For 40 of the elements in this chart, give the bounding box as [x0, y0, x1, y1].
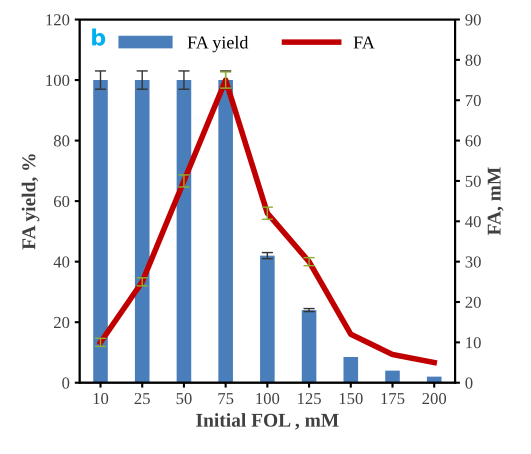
- x-tick-label: 200: [422, 392, 446, 404]
- bar: [134, 80, 150, 383]
- bar: [176, 80, 192, 383]
- y2-tick-label: 0: [465, 377, 472, 389]
- y2-tick-label: 70: [466, 94, 481, 106]
- legend-label: FA yield: [188, 36, 248, 52]
- y-tick-label: 100: [46, 74, 70, 86]
- x-tick-label: 25: [134, 392, 150, 404]
- y2-tick-label: 50: [466, 176, 481, 187]
- x-tick-label: 100: [256, 392, 280, 404]
- annotation: b: [92, 28, 106, 46]
- y2-axis-title: FA, mM: [488, 167, 504, 236]
- x-axis-title: Initial FOL , mM: [196, 413, 339, 430]
- bar: [385, 370, 400, 383]
- y2-tick-label: 80: [465, 54, 481, 66]
- y2-tick-label: 40: [465, 216, 481, 228]
- y-tick-label: 20: [54, 316, 70, 328]
- y-tick-label: 120: [46, 14, 70, 26]
- y-tick-label: 40: [54, 256, 70, 268]
- x-tick-label: 125: [298, 392, 321, 404]
- y2-tick-label: 10: [466, 337, 481, 348]
- bar: [260, 256, 275, 383]
- y2-tick-label: 20: [466, 296, 481, 308]
- y2-tick-label: 60: [466, 135, 481, 147]
- x-tick-label: 10: [94, 392, 108, 404]
- y2-tick-label: 30: [466, 256, 481, 268]
- y2-tick-label: 90: [465, 14, 481, 26]
- x-tick-label: 50: [176, 392, 192, 404]
- y-axis-title: FA yield, %: [22, 154, 40, 250]
- bar: [93, 80, 108, 383]
- bar: [218, 80, 233, 383]
- bar: [302, 310, 316, 383]
- x-tick-label: 175: [381, 393, 404, 404]
- bar: [343, 356, 358, 383]
- y-tick-label: 80: [54, 135, 70, 147]
- y-tick-label: 60: [54, 196, 70, 208]
- y-tick-label: 0: [62, 377, 70, 389]
- x-tick-label: 75: [218, 393, 234, 404]
- x-tick-label: 150: [340, 392, 363, 404]
- legend-label: FA: [354, 36, 375, 48]
